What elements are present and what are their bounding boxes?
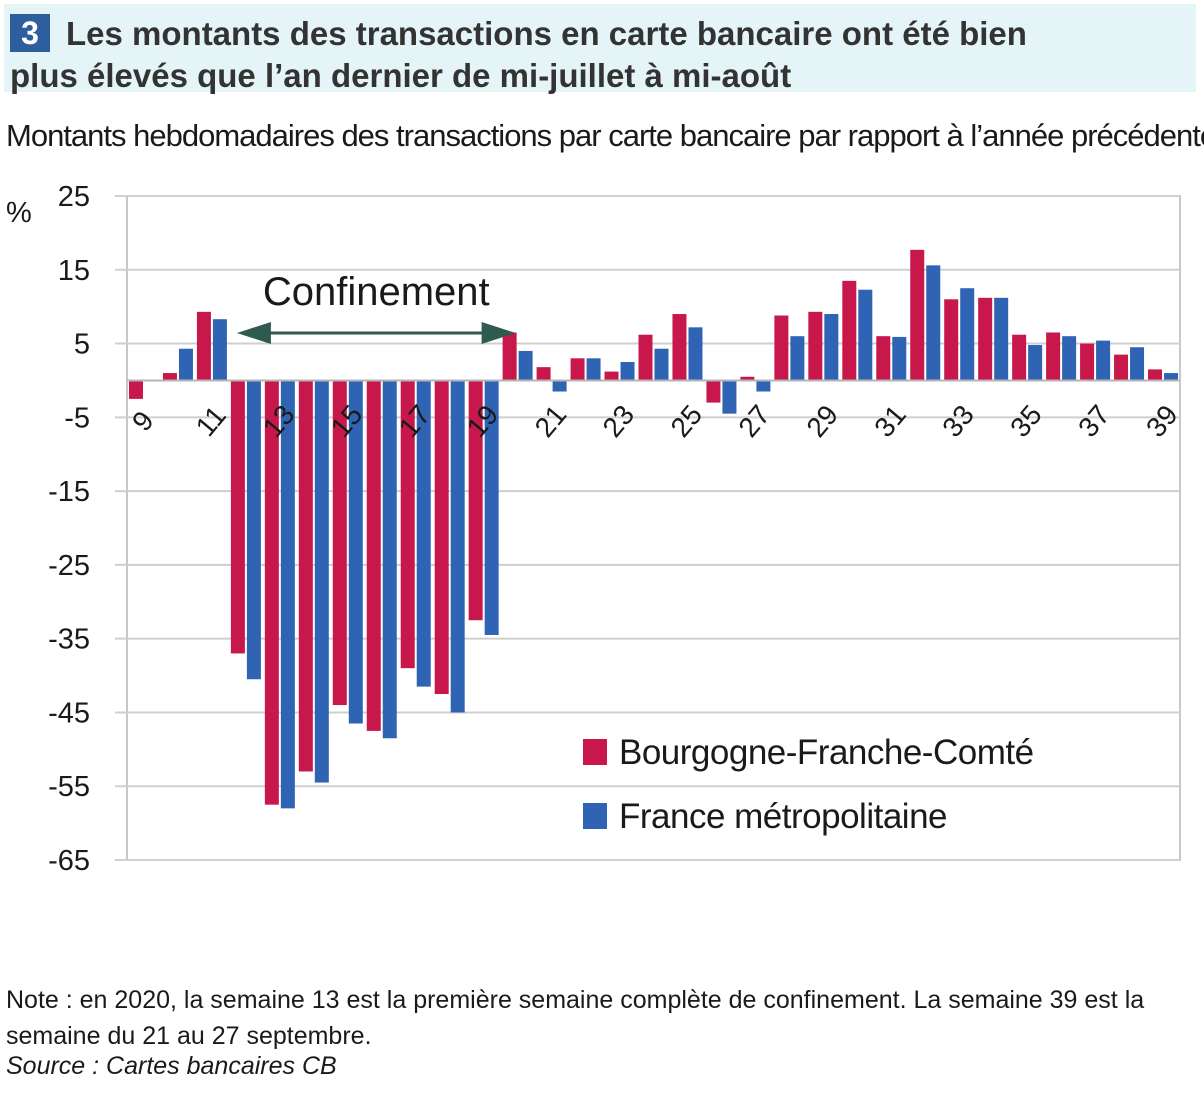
bar-france xyxy=(382,380,397,739)
bar-bourgogne xyxy=(366,380,381,731)
y-tick-label: -5 xyxy=(64,402,90,434)
y-tick-label: -65 xyxy=(48,845,90,877)
chart-note: Note : en 2020, la semaine 13 est la pre… xyxy=(6,986,1145,1050)
bar-france xyxy=(926,265,941,381)
bar-france xyxy=(722,380,737,414)
bar-bourgogne xyxy=(1148,369,1163,381)
x-tick-label: 23 xyxy=(596,399,640,443)
bar-bourgogne xyxy=(536,367,551,381)
confinement-arrow-left-head xyxy=(236,322,271,344)
x-tick-label: 25 xyxy=(664,399,708,443)
bar-france xyxy=(688,327,703,381)
bar-bourgogne xyxy=(944,299,959,381)
y-tick-label: 15 xyxy=(58,255,90,287)
bar-bourgogne xyxy=(876,336,891,381)
bar-bourgogne xyxy=(774,315,789,381)
x-tick-label: 33 xyxy=(936,399,980,443)
bar-france xyxy=(586,358,601,381)
bar-bourgogne xyxy=(434,380,449,694)
legend-label-france: France métropolitaine xyxy=(619,797,947,836)
bar-france xyxy=(756,380,771,392)
bar-bourgogne xyxy=(128,380,143,399)
bar-france xyxy=(518,350,533,381)
bar-bourgogne xyxy=(672,314,687,381)
x-tick-label: 29 xyxy=(800,399,844,443)
bar-bourgogne xyxy=(978,297,993,381)
bar-france xyxy=(620,362,635,381)
bar-france xyxy=(450,380,465,713)
y-tick-label: 5 xyxy=(74,329,90,361)
bar-bourgogne xyxy=(910,249,925,381)
bar-france xyxy=(178,348,193,381)
bar-bourgogne xyxy=(1080,343,1095,381)
bar-bourgogne xyxy=(1012,334,1027,381)
confinement-label: Confinement xyxy=(263,270,490,314)
bar-bourgogne xyxy=(162,373,177,381)
bar-bourgogne xyxy=(298,380,313,772)
bar-france xyxy=(416,380,431,687)
bar-france xyxy=(824,314,839,381)
bar-france xyxy=(960,288,975,381)
figure-title-line-1: Les montants des transactions en carte b… xyxy=(66,15,1027,52)
bar-france xyxy=(552,380,567,392)
figure-number-badge: 3 xyxy=(10,14,50,52)
figure-title-line-2: plus élevés que l’an dernier de mi-juill… xyxy=(10,57,792,94)
x-tick-label: 11 xyxy=(190,400,232,442)
y-axis-unit-label: % xyxy=(6,197,32,229)
bar-france xyxy=(1130,347,1145,381)
bar-france xyxy=(1028,345,1043,381)
legend-swatch-bourgogne xyxy=(583,739,607,765)
bar-bourgogne xyxy=(604,371,619,381)
bar-france xyxy=(314,380,329,783)
bar-bourgogne xyxy=(1046,332,1061,381)
bar-bourgogne xyxy=(196,311,211,381)
legend-label-bourgogne: Bourgogne-Franche-Comté xyxy=(619,733,1034,772)
bar-france xyxy=(1096,340,1111,381)
bar-bourgogne xyxy=(842,280,857,381)
y-tick-label: -15 xyxy=(48,476,90,508)
bar-bourgogne xyxy=(808,311,823,381)
bar-france xyxy=(212,319,227,381)
chart-subtitle: Montants hebdomadaires des transactions … xyxy=(6,118,1204,153)
bar-bourgogne xyxy=(638,334,653,381)
bar-france xyxy=(994,297,1009,381)
bar-france xyxy=(484,380,499,635)
x-tick-label: 35 xyxy=(1004,399,1048,443)
bar-france xyxy=(348,380,363,724)
x-tick-label: 39 xyxy=(1140,399,1184,443)
y-tick-label: -25 xyxy=(48,550,90,582)
x-tick-label: 21 xyxy=(529,399,573,443)
bar-bourgogne xyxy=(570,358,585,381)
bar-france xyxy=(246,380,261,680)
confinement-arrow-right-head xyxy=(481,322,516,344)
y-tick-label: -35 xyxy=(48,624,90,656)
legend-swatch-france xyxy=(583,803,607,829)
chart-source: Source : Cartes bancaires CB xyxy=(6,1052,337,1080)
bar-bourgogne xyxy=(332,380,347,706)
bar-bourgogne xyxy=(468,380,483,621)
bar-bourgogne xyxy=(400,380,415,669)
bar-bourgogne xyxy=(1114,354,1129,381)
y-tick-label: 25 xyxy=(58,181,90,213)
x-tick-label: 27 xyxy=(732,399,776,443)
y-tick-label: -55 xyxy=(48,771,90,803)
y-tick-label: -45 xyxy=(48,697,90,729)
bar-bourgogne xyxy=(740,376,755,381)
x-tick-label: 37 xyxy=(1072,399,1116,443)
bar-france xyxy=(654,348,669,381)
x-tick-label: 9 xyxy=(126,405,160,437)
figure-title-box: 3 Les montants des transactions en carte… xyxy=(4,4,1196,94)
bar-france xyxy=(858,289,873,381)
bar-france xyxy=(790,336,805,381)
bar-france xyxy=(892,336,907,381)
bar-france xyxy=(1164,373,1179,381)
bar-bourgogne xyxy=(706,380,721,403)
bar-bourgogne xyxy=(502,332,517,381)
bar-france xyxy=(280,380,295,809)
bar-bourgogne xyxy=(264,380,279,805)
bar-france xyxy=(1062,336,1077,381)
x-tick-label: 31 xyxy=(868,399,912,443)
bar-bourgogne xyxy=(230,380,245,654)
